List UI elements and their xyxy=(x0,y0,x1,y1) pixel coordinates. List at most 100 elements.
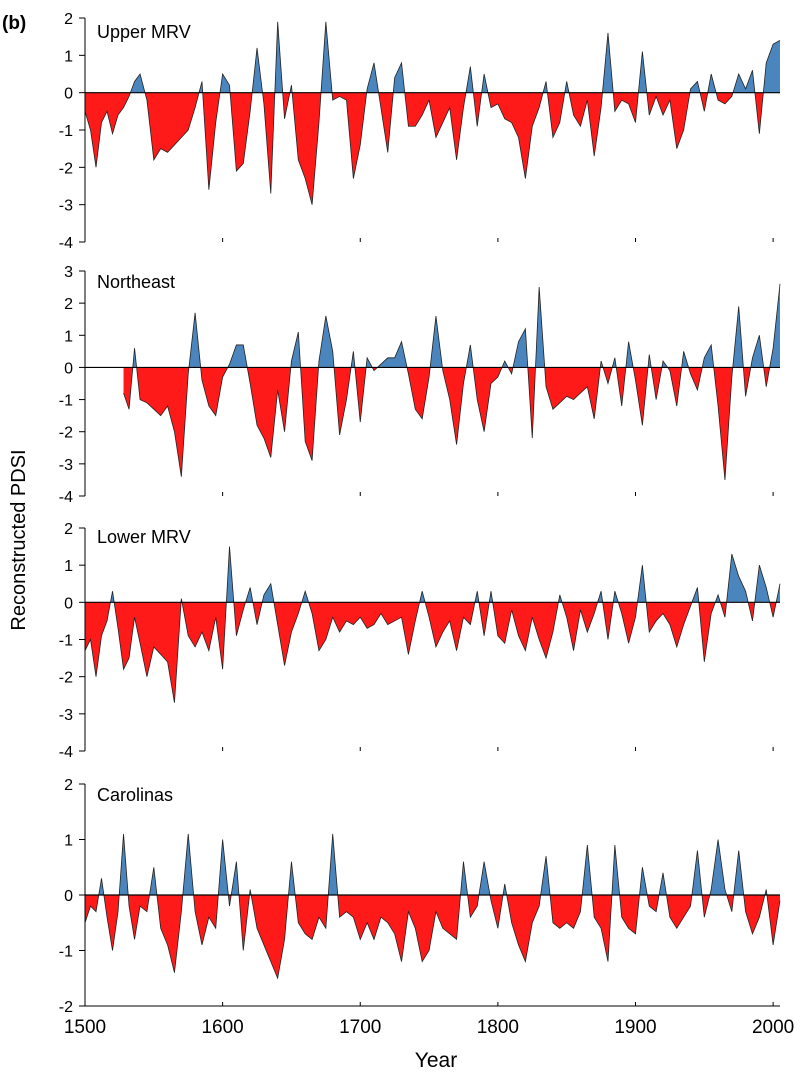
y-tick-label-lower-mrv: 1 xyxy=(64,558,73,575)
wet-area-carolinas xyxy=(218,839,229,895)
dry-area-northeast xyxy=(667,367,682,406)
dry-area-carolinas xyxy=(193,895,219,945)
dry-area-northeast xyxy=(473,367,502,432)
dry-area-northeast xyxy=(442,367,467,445)
dry-area-lower-mrv xyxy=(478,602,490,636)
wet-area-upper-mrv xyxy=(321,21,333,93)
y-tick-label-upper-mrv: -4 xyxy=(59,235,73,252)
wet-area-northeast xyxy=(227,344,248,368)
panel-lower-mrv: Lower MRV xyxy=(97,527,191,547)
y-tick-label-lower-mrv: 0 xyxy=(64,595,73,612)
dry-area-northeast xyxy=(354,367,367,423)
dry-area-upper-mrv xyxy=(473,92,482,127)
dry-area-carolinas xyxy=(295,895,329,940)
dry-area-lower-mrv xyxy=(425,602,475,651)
dry-area-upper-mrv xyxy=(568,92,603,157)
wet-area-northeast xyxy=(466,344,474,368)
wet-area-northeast xyxy=(702,344,714,368)
wet-area-carolinas xyxy=(231,861,239,895)
dry-area-northeast xyxy=(616,367,626,406)
dry-area-northeast xyxy=(763,367,770,387)
dry-area-carolinas xyxy=(743,895,765,934)
dry-area-lower-mrv xyxy=(562,602,598,651)
wet-area-lower-mrv xyxy=(110,591,115,603)
wet-area-lower-mrv xyxy=(726,554,749,603)
dry-area-upper-mrv xyxy=(700,92,708,112)
wet-area-carolinas xyxy=(288,861,296,895)
y-tick-label-carolinas: 1 xyxy=(64,833,73,850)
x-axis-label: Year xyxy=(415,1049,457,1072)
panel-northeast: Northeast xyxy=(97,272,175,292)
y-tick-label-carolinas: 2 xyxy=(64,777,73,794)
wet-area-upper-mrv xyxy=(252,47,263,93)
dry-area-northeast xyxy=(527,367,536,439)
wet-area-upper-mrv xyxy=(602,32,614,93)
wet-area-lower-mrv xyxy=(301,591,309,603)
wet-area-carolinas xyxy=(733,850,744,895)
dry-area-carolinas xyxy=(251,895,289,979)
wet-area-upper-mrv xyxy=(689,81,701,93)
wet-area-northeast xyxy=(732,306,744,368)
wet-area-northeast xyxy=(625,341,634,368)
wet-area-lower-mrv xyxy=(637,565,647,603)
dry-area-lower-mrv xyxy=(698,602,716,662)
y-tick-label-northeast: -1 xyxy=(59,393,73,410)
dry-area-lower-mrv xyxy=(252,602,263,625)
wet-area-upper-mrv xyxy=(763,40,780,93)
panel-title-carolinas: Carolinas xyxy=(97,785,173,805)
wet-area-northeast xyxy=(318,316,335,368)
wet-area-upper-mrv xyxy=(366,62,379,93)
wet-area-northeast xyxy=(502,361,509,368)
dry-area-upper-mrv xyxy=(754,92,764,134)
wet-area-carolinas xyxy=(503,883,507,895)
wet-area-carolinas xyxy=(328,833,338,895)
dry-area-northeast xyxy=(544,367,601,419)
wet-area-carolinas xyxy=(709,839,727,895)
wet-area-upper-mrv xyxy=(130,74,145,93)
dry-area-lower-mrv xyxy=(308,602,420,655)
panel-carolinas: Carolinas xyxy=(97,785,173,805)
dry-area-upper-mrv xyxy=(230,92,253,172)
y-tick-label-upper-mrv: -1 xyxy=(59,123,73,140)
dry-area-northeast xyxy=(713,367,733,480)
wet-area-northeast xyxy=(132,348,137,368)
dry-area-carolinas xyxy=(592,895,612,962)
y-tick-label-upper-mrv: 0 xyxy=(64,86,73,103)
wet-area-lower-mrv xyxy=(715,594,721,603)
dry-area-northeast xyxy=(603,367,613,384)
y-tick-label-lower-mrv: -3 xyxy=(59,707,73,724)
plot-area-northeast: 3 2 1 0 -1 -2 -3 -4 xyxy=(59,264,781,506)
plot-area-upper-mrv: 2 1 0 -1 -2 -3 -4 xyxy=(59,11,781,252)
series-line-northeast xyxy=(123,283,781,480)
dry-area-northeast xyxy=(136,367,189,477)
dry-area-lower-mrv xyxy=(273,602,302,666)
y-tick-label-northeast: 3 xyxy=(64,264,73,281)
wet-area-lower-mrv xyxy=(419,591,426,603)
dry-area-lower-mrv xyxy=(602,602,614,640)
panel-title-northeast: Northeast xyxy=(97,272,175,292)
y-tick-label-lower-mrv: -1 xyxy=(59,633,73,650)
wet-area-northeast xyxy=(188,312,201,368)
wet-area-upper-mrv xyxy=(274,21,283,93)
wet-area-carolinas xyxy=(149,867,157,895)
y-tick-label-carolinas: 0 xyxy=(64,888,73,905)
dry-area-upper-mrv xyxy=(487,92,544,179)
dry-area-northeast xyxy=(688,367,703,390)
dry-area-upper-mrv xyxy=(144,92,200,160)
wet-area-lower-mrv xyxy=(245,587,253,603)
dry-area-lower-mrv xyxy=(769,602,777,618)
x-tick-label: 1700 xyxy=(339,1017,381,1038)
dry-area-upper-mrv xyxy=(646,92,690,149)
wet-area-upper-mrv xyxy=(707,74,717,93)
x-tick-label: 2000 xyxy=(752,1017,794,1038)
series-line-upper-mrv xyxy=(84,21,781,205)
dry-area-carolinas xyxy=(128,895,150,940)
panel-letter: (b) xyxy=(2,13,26,34)
wet-area-carolinas xyxy=(540,856,551,895)
y-tick-label-upper-mrv: -2 xyxy=(59,160,73,177)
dry-area-carolinas xyxy=(238,895,250,951)
y-tick-label-northeast: -2 xyxy=(59,425,73,442)
y-tick-label-lower-mrv: 2 xyxy=(64,521,73,538)
wet-area-carolinas xyxy=(119,833,129,895)
